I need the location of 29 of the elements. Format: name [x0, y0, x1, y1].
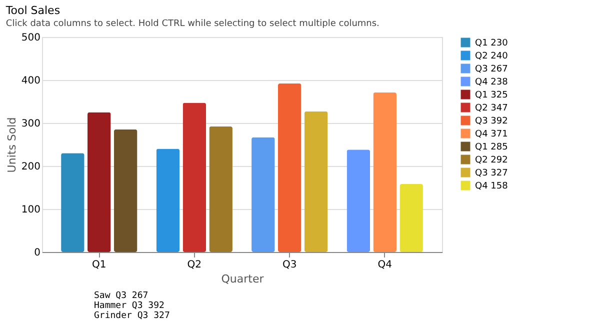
legend-label: Q2 347 — [475, 104, 508, 114]
legend-label: Q1 285 — [475, 142, 508, 152]
legend-label: Q4 238 — [475, 78, 508, 88]
legend-label: Q1 230 — [475, 38, 508, 48]
text: Grinder Q3 327 — [94, 311, 170, 321]
chart-subtitle: Click data columns to select. Hold CTRL while selecting to select multiple columns. — [6, 19, 380, 29]
text: Hammer Q3 392 — [94, 301, 164, 311]
text: Saw Q3 267 — [94, 291, 148, 301]
legend-label: Q2 292 — [475, 156, 508, 166]
x-tick-label: Q4 — [378, 260, 392, 270]
legend-label: Q3 392 — [475, 116, 508, 126]
chart-title: Tool Sales — [4, 4, 60, 17]
x-tick-label: Q2 — [187, 260, 202, 270]
y-tick-label: 500 — [21, 32, 40, 44]
x-axis-title: Quarter — [221, 272, 264, 286]
y-tick-label: 400 — [21, 76, 40, 86]
x-tick-label: Q3 — [282, 260, 297, 270]
y-tick-label: 100 — [21, 204, 40, 216]
y-tick-label: 0 — [34, 248, 40, 258]
legend-label: Q4 158 — [475, 182, 508, 192]
y-tick-label: 200 — [21, 162, 40, 172]
x-tick-label: Q1 — [92, 260, 106, 270]
legend-label: Q3 267 — [475, 64, 508, 74]
y-axis-title: Units Sold — [5, 117, 18, 173]
legend-label: Q4 371 — [475, 130, 508, 140]
legend-label: Q2 240 — [475, 52, 508, 62]
y-tick-label: 300 — [21, 118, 40, 130]
legend-label: Q3 327 — [475, 168, 508, 178]
legend-label: Q1 325 — [475, 90, 508, 100]
